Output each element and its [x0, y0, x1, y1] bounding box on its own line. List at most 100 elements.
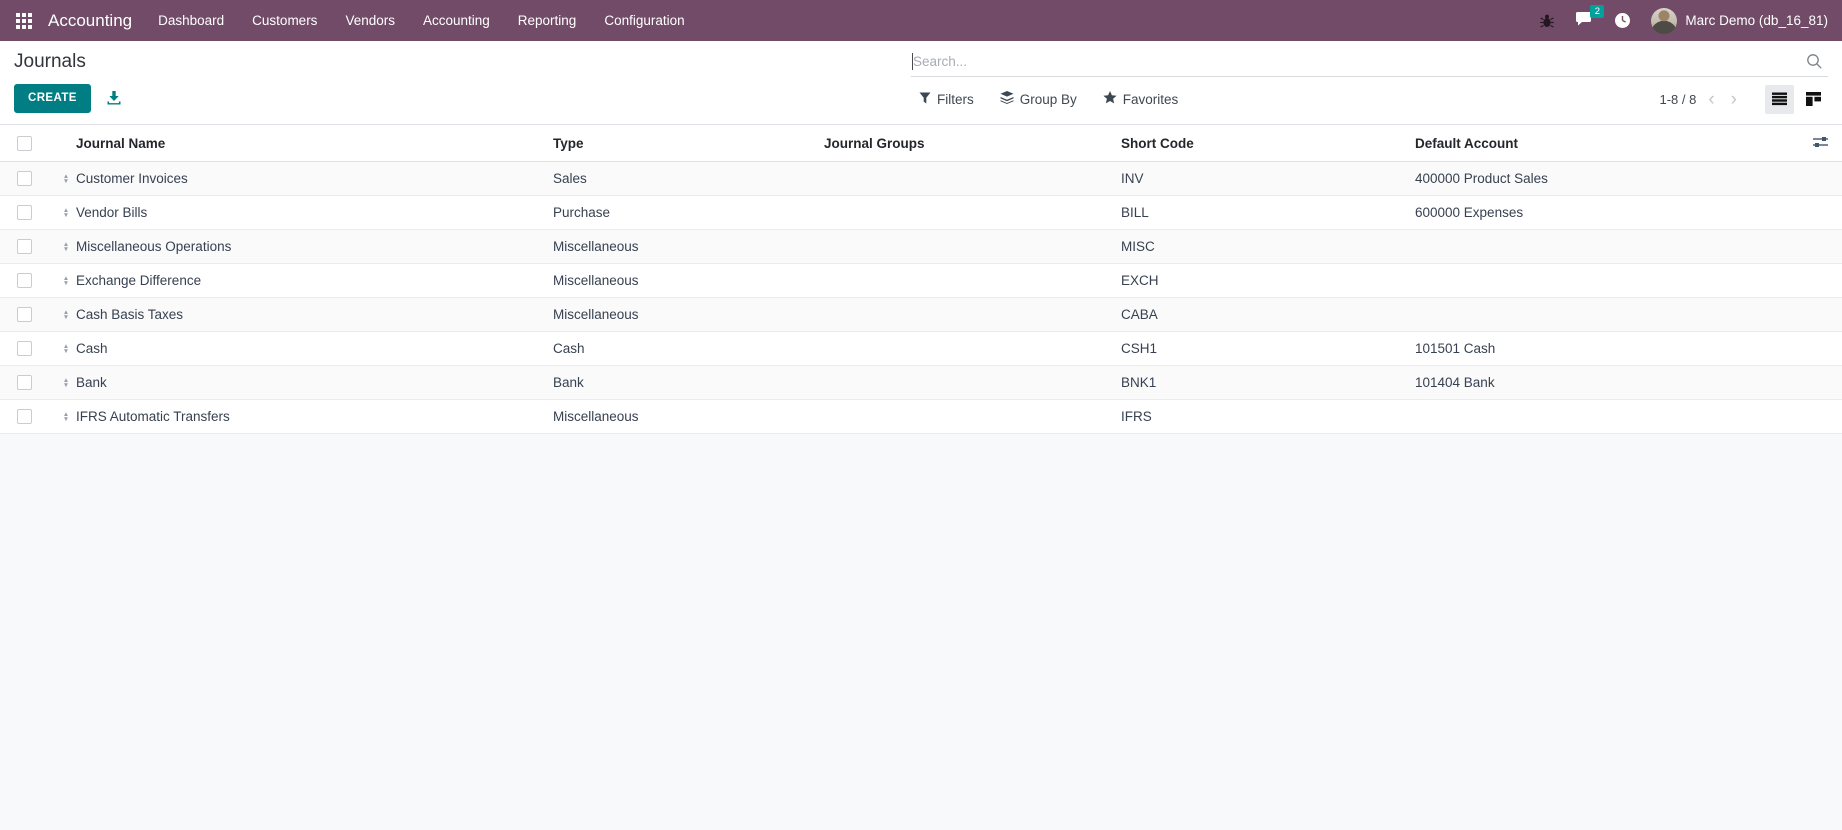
cell-type: Miscellaneous	[553, 229, 824, 264]
favorites-label: Favorites	[1122, 91, 1179, 107]
menu-item-configuration[interactable]: Configuration	[604, 13, 685, 28]
cell-type: Miscellaneous	[553, 297, 824, 332]
optional-columns-sliders-icon[interactable]	[1812, 135, 1828, 149]
messages-button[interactable]: 2	[1565, 0, 1605, 41]
column-header-default-account[interactable]: Default Account	[1415, 124, 1798, 162]
menu-item-dashboard[interactable]: Dashboard	[158, 13, 225, 28]
column-header-short-code[interactable]: Short Code	[1121, 124, 1415, 162]
group-by-label: Group By	[1019, 91, 1077, 107]
row-checkbox[interactable]	[17, 273, 32, 289]
drag-handle-icon[interactable]: ▲ ▼	[62, 206, 70, 219]
list-view-icon[interactable]	[1765, 84, 1794, 114]
menu-item-customers[interactable]: Customers	[252, 13, 318, 28]
column-header-journal-groups[interactable]: Journal Groups	[824, 124, 1121, 162]
journal-row[interactable]: ▲ ▼ Miscellaneous Operations Miscellaneou…	[0, 229, 1842, 264]
apps-menu-button[interactable]	[6, 0, 42, 41]
user-menu[interactable]: Marc Demo (db_16_81)	[1685, 13, 1828, 28]
cell-default-account: 101501 Cash	[1415, 331, 1798, 366]
table-header-row: Journal Name Type Journal Groups Short C…	[0, 124, 1842, 162]
cell-journal-groups	[824, 161, 1121, 196]
row-checkbox[interactable]	[17, 409, 32, 425]
search-box	[911, 47, 1828, 77]
layers-icon	[1000, 91, 1014, 107]
column-header-journal-name[interactable]: Journal Name	[48, 124, 553, 162]
cell-default-account: 600000 Expenses	[1415, 195, 1798, 230]
cell-default-account: 101404 Bank	[1415, 365, 1798, 400]
row-checkbox[interactable]	[17, 375, 32, 391]
filters-button[interactable]: Filters	[919, 92, 974, 107]
row-checkbox[interactable]	[17, 171, 32, 187]
cell-type: Miscellaneous	[553, 263, 824, 298]
row-checkbox[interactable]	[17, 307, 32, 323]
menu-item-vendors[interactable]: Vendors	[345, 13, 395, 28]
navbar-left: Accounting Dashboard Customers Vendors Acco…	[6, 0, 699, 41]
cell-journal-groups	[824, 331, 1121, 366]
cell-journal-name: Customer Invoices	[76, 171, 188, 186]
select-all-checkbox[interactable]	[17, 135, 32, 151]
messages-count-badge: 2	[1590, 5, 1605, 18]
journal-table-body: ▲ ▼ Customer Invoices Sales INV 400000 Pr…	[0, 161, 1842, 434]
pager-next-icon[interactable]: ›	[1730, 88, 1737, 110]
cell-default-account	[1415, 263, 1798, 298]
cell-journal-groups	[824, 263, 1121, 298]
cell-short-code: EXCH	[1121, 263, 1415, 298]
column-header-type[interactable]: Type	[553, 124, 824, 162]
cell-journal-name: Vendor Bills	[76, 205, 148, 220]
pager: 1-8 / 8 ‹ ›	[1659, 84, 1828, 114]
journal-row[interactable]: ▲ ▼ Exchange Difference Miscellaneous EXC…	[0, 263, 1842, 298]
group-by-button[interactable]: Group By	[1000, 91, 1077, 107]
cell-journal-name: IFRS Automatic Transfers	[76, 409, 230, 424]
drag-handle-icon[interactable]: ▲ ▼	[62, 308, 70, 321]
cell-journal-groups	[824, 195, 1121, 230]
cell-short-code: CSH1	[1121, 331, 1415, 366]
cell-type: Cash	[553, 331, 824, 366]
drag-handle-icon[interactable]: ▲ ▼	[62, 172, 70, 185]
apps-grid-icon	[16, 12, 32, 29]
journal-row[interactable]: ▲ ▼ Bank Bank BNK1 101404 Bank	[0, 365, 1842, 400]
row-checkbox[interactable]	[17, 205, 32, 221]
activities-clock-icon[interactable]	[1604, 0, 1641, 41]
main-menu: Dashboard Customers Vendors Accounting Repor…	[144, 0, 699, 41]
journal-row[interactable]: ▲ ▼ Vendor Bills Purchase BILL 600000 Exp…	[0, 195, 1842, 230]
cell-type: Purchase	[553, 195, 824, 230]
journal-row[interactable]: ▲ ▼ Cash Basis Taxes Miscellaneous CABA	[0, 297, 1842, 332]
pager-nav: ‹ ›	[1708, 90, 1737, 109]
drag-handle-icon[interactable]: ▲ ▼	[62, 274, 70, 287]
cell-default-account: 400000 Product Sales	[1415, 161, 1798, 196]
content-background	[0, 434, 1842, 830]
control-panel: Journals CREATE	[0, 41, 1842, 124]
journal-row[interactable]: ▲ ▼ IFRS Automatic Transfers Miscellaneou…	[0, 399, 1842, 434]
cell-journal-name: Exchange Difference	[76, 273, 202, 288]
speech-bubble-icon	[1575, 11, 1594, 31]
drag-handle-icon[interactable]: ▲ ▼	[62, 410, 70, 423]
cell-journal-groups	[824, 297, 1121, 332]
row-checkbox[interactable]	[17, 341, 32, 357]
view-switcher	[1765, 84, 1828, 114]
journal-row[interactable]: ▲ ▼ Cash Cash CSH1 101501 Cash	[0, 331, 1842, 366]
menu-item-accounting[interactable]: Accounting	[422, 13, 490, 28]
user-avatar[interactable]	[1651, 7, 1678, 34]
cell-journal-groups	[824, 399, 1121, 434]
cell-journal-name: Cash Basis Taxes	[76, 307, 184, 322]
debug-bug-icon[interactable]	[1529, 0, 1565, 41]
pager-previous-icon[interactable]: ‹	[1708, 88, 1715, 110]
app-name[interactable]: Accounting	[48, 10, 133, 30]
menu-item-reporting[interactable]: Reporting	[517, 13, 577, 28]
search-input[interactable]	[911, 54, 1798, 69]
cell-default-account	[1415, 229, 1798, 264]
cell-journal-name: Bank	[76, 375, 107, 390]
drag-handle-icon[interactable]: ▲ ▼	[62, 376, 70, 389]
drag-handle-icon[interactable]: ▲ ▼	[62, 240, 70, 253]
row-checkbox[interactable]	[17, 239, 32, 255]
cell-type: Miscellaneous	[553, 399, 824, 434]
kanban-view-icon[interactable]	[1799, 85, 1828, 114]
export-download-icon[interactable]	[106, 90, 122, 106]
favorites-button[interactable]: Favorites	[1103, 91, 1179, 107]
create-button[interactable]: CREATE	[14, 83, 91, 113]
navbar-systray: 2 Marc Demo (db_16_81)	[1529, 0, 1828, 41]
control-panel-right: Filters Group By	[911, 47, 1828, 114]
search-icon[interactable]	[1806, 53, 1823, 70]
journal-row[interactable]: ▲ ▼ Customer Invoices Sales INV 400000 Pr…	[0, 161, 1842, 196]
funnel-icon	[919, 92, 931, 107]
drag-handle-icon[interactable]: ▲ ▼	[62, 342, 70, 355]
